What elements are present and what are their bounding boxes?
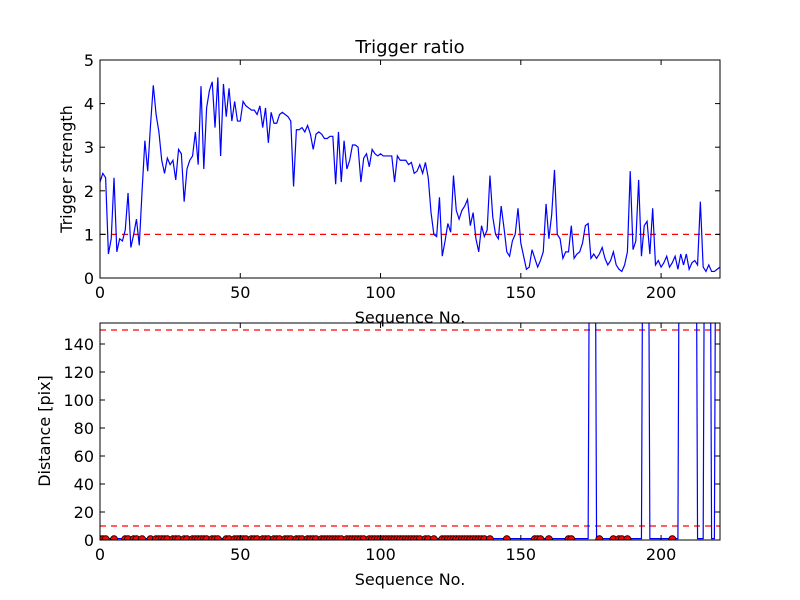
top-y-axis-label: Trigger strength	[57, 105, 76, 234]
bottom-x-tick-label: 0	[95, 545, 105, 564]
top-y-tick-label: 3	[84, 138, 94, 157]
bottom-y-axis-label: Distance [pix]	[35, 375, 54, 487]
bottom-data-point	[567, 535, 576, 540]
top-y-tick-label: 4	[84, 95, 94, 114]
top-y-tick-label: 1	[84, 225, 94, 244]
top-x-tick-label: 150	[506, 283, 537, 302]
bottom-data-point	[485, 535, 494, 540]
bottom-x-axis-label: Sequence No.	[355, 570, 466, 589]
top-series-line	[100, 77, 720, 273]
bottom-data-point	[502, 535, 511, 540]
top-x-tick-label: 100	[365, 283, 396, 302]
bottom-x-tick-label: 50	[230, 545, 250, 564]
top-x-tick-label: 0	[95, 283, 105, 302]
bottom-y-tick-label: 120	[63, 363, 94, 382]
top-chart-title: Trigger ratio	[354, 37, 464, 58]
top-x-axis-label: Sequence No.	[355, 308, 466, 327]
top-y-tick-label: 5	[84, 51, 94, 70]
bottom-x-tick-label: 100	[365, 545, 396, 564]
bottom-y-tick-label: 0	[84, 531, 94, 550]
bottom-data-point	[110, 535, 119, 540]
top-x-tick-label: 50	[230, 283, 250, 302]
trigger-ratio-chart: 0 50 100 150 200 0 1 2 3 4 5 Trigger ratio Sequenc…	[57, 37, 721, 327]
bottom-data-point	[536, 535, 545, 540]
bottom-data-point	[544, 535, 553, 540]
bottom-data-point	[138, 535, 147, 540]
bottom-y-tick-label: 80	[74, 419, 94, 438]
bottom-x-tick-label: 150	[506, 545, 537, 564]
top-axes-frame	[99, 59, 721, 279]
bottom-y-tick-label: 60	[74, 447, 94, 466]
bottom-axes-frame	[99, 322, 721, 541]
bottom-y-tick-label: 20	[74, 503, 94, 522]
bottom-x-tick-label: 200	[646, 545, 677, 564]
top-y-tick-label: 2	[84, 182, 94, 201]
bottom-y-tick-label: 40	[74, 475, 94, 494]
bottom-data-point	[668, 535, 677, 540]
bottom-data-point	[213, 535, 222, 540]
bottom-data-point	[595, 535, 604, 540]
bottom-data-point	[101, 535, 110, 540]
bottom-y-tick-label: 140	[63, 335, 94, 354]
bottom-data-point	[429, 535, 438, 540]
bottom-y-tick-label: 100	[63, 391, 94, 410]
distance-chart: 0 50 100 150 200 0 20 40 60 80 100 120 140 Sequence …	[35, 322, 721, 589]
bottom-data-point	[623, 535, 632, 540]
top-y-tick-label: 0	[84, 269, 94, 288]
top-x-tick-label: 200	[646, 283, 677, 302]
